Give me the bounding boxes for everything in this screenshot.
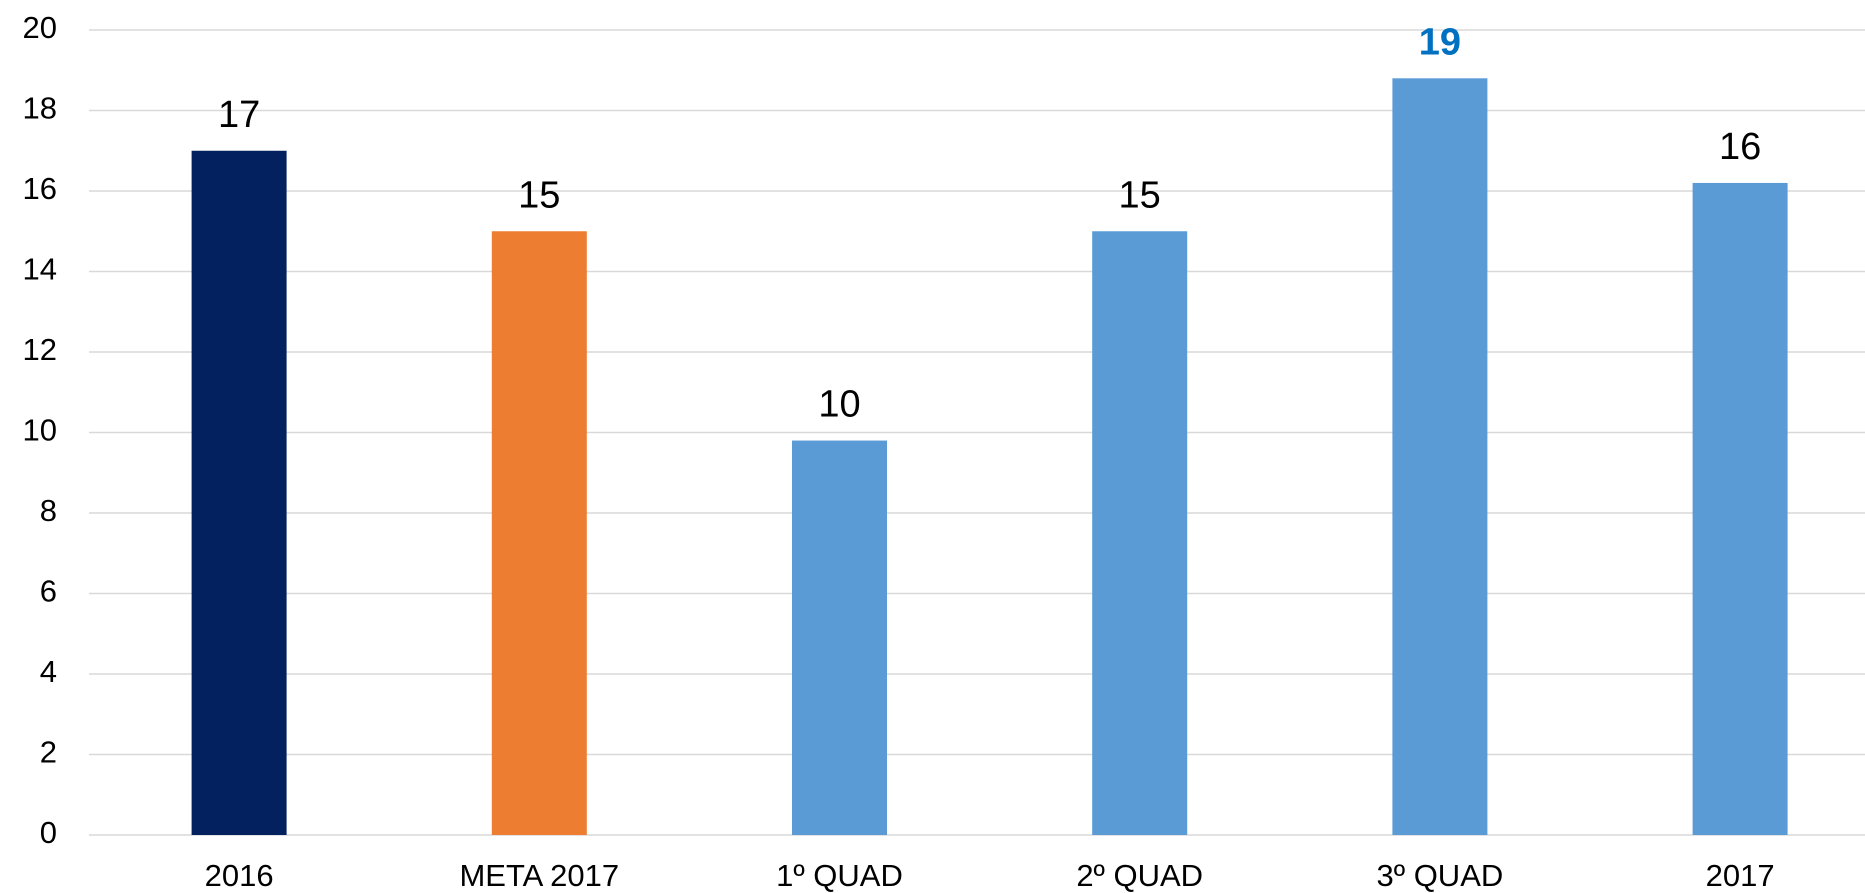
x-tick-label: 2º QUAD xyxy=(1076,858,1203,893)
bar xyxy=(1392,78,1488,836)
value-label: 15 xyxy=(1119,174,1161,216)
value-label: 15 xyxy=(518,174,560,216)
y-tick-label: 4 xyxy=(40,654,57,689)
x-tick-label: META 2017 xyxy=(459,858,619,893)
y-tick-label: 8 xyxy=(40,493,57,528)
x-tick-label: 3º QUAD xyxy=(1377,858,1504,893)
value-label: 19 xyxy=(1419,21,1461,63)
y-tick-label: 16 xyxy=(23,171,57,206)
y-tick-label: 2 xyxy=(40,735,57,770)
bar xyxy=(1092,231,1188,835)
bar xyxy=(191,150,287,835)
value-label: 17 xyxy=(218,94,260,136)
bar xyxy=(491,231,587,835)
bar xyxy=(792,440,887,835)
value-label: 10 xyxy=(818,384,860,426)
y-tick-label: 12 xyxy=(23,332,57,367)
value-label: 16 xyxy=(1719,126,1761,168)
y-tick-label: 6 xyxy=(40,574,57,609)
x-tick-label: 2016 xyxy=(205,858,274,893)
y-tick-label: 10 xyxy=(23,413,57,448)
bar xyxy=(1692,182,1788,835)
x-tick-label: 2017 xyxy=(1706,858,1775,893)
x-tick-label: 1º QUAD xyxy=(776,858,903,893)
y-tick-label: 20 xyxy=(23,10,57,45)
y-tick-label: 14 xyxy=(23,252,57,287)
y-tick-label: 0 xyxy=(40,815,57,850)
y-tick-label: 18 xyxy=(23,91,57,126)
